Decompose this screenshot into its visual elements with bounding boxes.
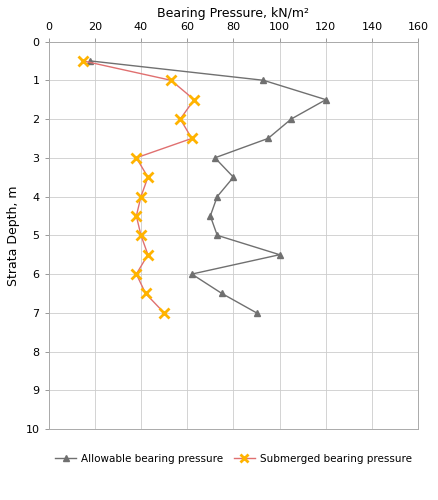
X-axis label: Bearing Pressure, kN/m²: Bearing Pressure, kN/m²	[157, 7, 309, 20]
Legend: Allowable bearing pressure, Submerged bearing pressure: Allowable bearing pressure, Submerged be…	[51, 450, 416, 468]
Y-axis label: Strata Depth, m: Strata Depth, m	[7, 185, 20, 286]
